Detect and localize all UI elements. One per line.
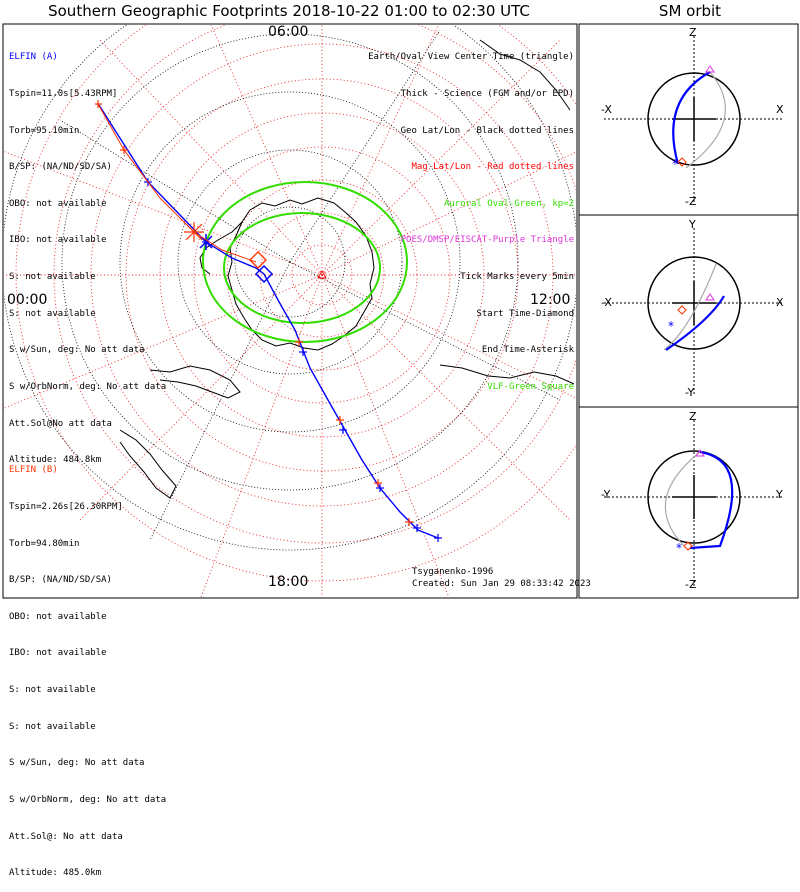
elfin-a-line: Tspin=11.0s[5.43RPM] (9, 89, 118, 100)
elfin-b-line: Att.Sol@: No att data (9, 831, 123, 842)
elfin-a-line: S w/Sun, deg: No att data (9, 345, 145, 356)
mlt-label-top: 06:00 (268, 24, 309, 40)
elfin-a-line: Altitude: 484.8km (9, 455, 102, 466)
elfin-a-name: ELFIN (A) (9, 52, 58, 63)
orbit-3-label-left: -Y (601, 488, 611, 501)
africa-coastline (479, 39, 571, 111)
mlt-label-bottom: 18:00 (268, 574, 309, 590)
elfin-b-line: Tspin=2.26s[26.30RPM] (9, 502, 123, 513)
elfin-b-start-diamond (249, 251, 267, 269)
elfin-b-name: ELFIN (B) (9, 465, 58, 476)
antarctica-coastline (227, 197, 375, 351)
orbit-panel-3-frame (578, 406, 799, 599)
legend-item: Geo Lat/Lon - Black dotted lines (400, 125, 574, 136)
elfin-b-line: S w/Sun, deg: No att data (9, 758, 145, 769)
legend-item: Tick Marks every 5min (460, 272, 574, 283)
elfin-b-line: S: not available (9, 685, 96, 696)
elfin-a-line: Torb=95.10min (9, 125, 80, 136)
orbit-3-label-right: Y (776, 488, 783, 501)
orbit-panel-2: * (604, 228, 784, 395)
elfin-b-ticks (95, 100, 413, 526)
elfin-a-line: IBO: not available (9, 235, 107, 246)
orbit-3-label-top: Z (689, 410, 697, 423)
auroral-oval-outer (202, 181, 408, 343)
elfin-a-line: OBO: not available (9, 198, 107, 209)
elfin-a-info: ELFIN (A) Tspin=11.0s[5.43RPM] Torb=95.1… (9, 27, 166, 479)
page-title: Southern Geographic Footprints 2018-10-2… (48, 2, 530, 20)
orbit-1-label-right: X (776, 103, 784, 116)
legend-item: Mag Lat/Lon - Red dotted lines (411, 162, 574, 173)
legend-item: Auroral Oval-Green, kp=2 (443, 198, 574, 209)
elfin-a-line: Att.Sol@No att data (9, 418, 112, 429)
elfin-b-line: Torb=94.80min (9, 538, 80, 549)
elfin-b-info: ELFIN (B) Tspin=2.26s[26.30RPM] Torb=94.… (9, 440, 166, 892)
legend-item: End Time-Asterisk (481, 345, 574, 356)
australia-coastline (439, 364, 575, 385)
orbit-2-label-right: X (776, 296, 784, 309)
main-figure: * * * (2, 23, 799, 599)
view-center-triangle (317, 269, 327, 279)
elfin-b-end-asterisk (184, 222, 204, 242)
legend-item: Earth/Oval View Center Time (triangle) (368, 52, 574, 63)
auroral-oval-inner (223, 212, 381, 324)
mag-lon-grid (4, 25, 576, 597)
mlt-label-left: 00:00 (7, 292, 48, 308)
orbit-1-label-bottom: -Z (685, 195, 697, 208)
elfin-a-track (98, 104, 439, 539)
legend-item: Start Time-Diamond (476, 308, 574, 319)
elfin-a-line: S: not available (9, 272, 96, 283)
elfin-a-line: S: not available (9, 308, 96, 319)
new-zealand-coastline (119, 429, 177, 499)
elfin-a-line: S w/OrbNorm, deg: No att data (9, 381, 167, 392)
geo-lat-grid (4, 25, 576, 551)
legend-item: VLF-Green Square (487, 381, 574, 392)
elfin-b-line: S: not available (9, 721, 96, 732)
elfin-b-track (97, 103, 257, 263)
elfin-a-end-asterisk (199, 234, 213, 250)
south-america-coastline (149, 365, 241, 399)
elfin-a-ticks (144, 178, 442, 542)
svg-text:*: * (672, 157, 678, 171)
elfin-a-line: B/SP: (NA/ND/SD/SA) (9, 162, 112, 173)
created-timestamp: Created: Sun Jan 29 08:33:42 2023 (412, 579, 591, 589)
elfin-b-line: Altitude: 485.0km (9, 868, 102, 879)
model-credit: Tsyganenko-1996 (412, 567, 494, 577)
elfin-a-start-diamond (254, 264, 274, 284)
orbit-title: SM orbit (658, 2, 722, 20)
orbit-1-label-top: Z (689, 26, 697, 39)
svg-text:*: * (676, 541, 682, 555)
orbit-2-label-bottom: -Y (685, 386, 695, 399)
legend-item: Thick - Science (FGM and/or EPD) (400, 89, 574, 100)
legend: Earth/Oval View Center Time (triangle) T… (368, 27, 574, 405)
orbit-panel-1: * (604, 36, 784, 205)
orbit-2-label-top: Y (689, 218, 696, 231)
orbit-panel-2-frame (578, 214, 799, 408)
elfin-b-line: OBO: not available (9, 611, 107, 622)
orbit-1-label-left: -X (601, 103, 612, 116)
orbit-3-label-bottom: -Z (685, 578, 697, 591)
orbit-panel-3: * (604, 420, 784, 588)
svg-text:*: * (668, 319, 674, 333)
elfin-b-line: IBO: not available (9, 648, 107, 659)
orbit-2-label-left: -X (601, 296, 612, 309)
footprint-panel-frame (2, 23, 578, 599)
mlt-label-right: 12:00 (530, 292, 571, 308)
elfin-b-line: B/SP: (NA/ND/SD/SA) (9, 575, 112, 586)
elfin-b-line: S w/OrbNorm, deg: No att data (9, 794, 167, 805)
legend-item: POES/DMSP/EISCAT-Purple Triangle (400, 235, 574, 246)
